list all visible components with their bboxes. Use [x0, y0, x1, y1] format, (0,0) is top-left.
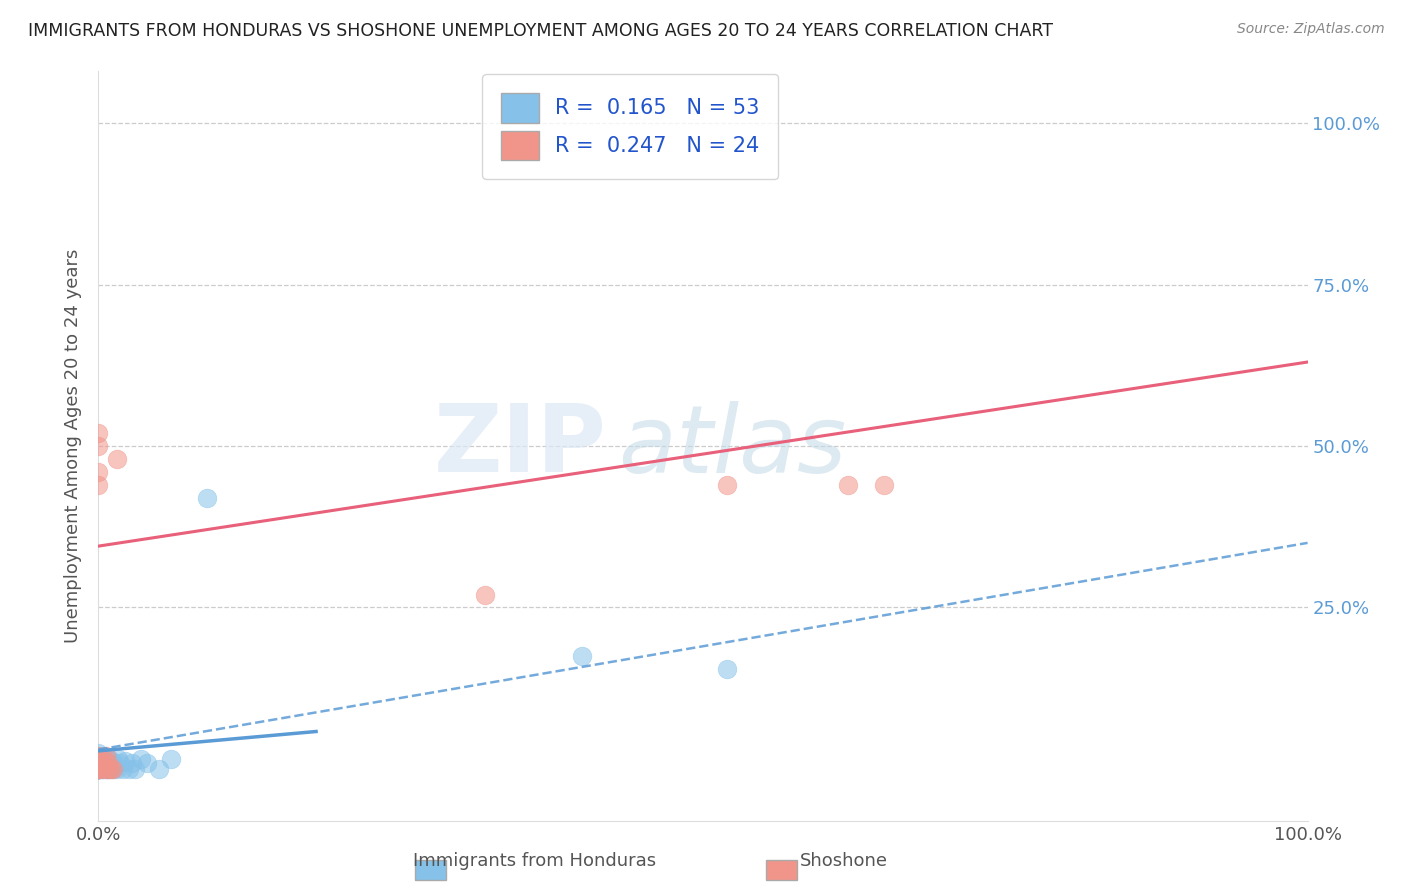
Point	[124, 762, 146, 776]
Point	[135, 756, 157, 770]
Point	[111, 762, 134, 776]
Point	[87, 752, 110, 766]
Point	[97, 756, 120, 770]
Point	[96, 762, 118, 776]
Point	[91, 762, 114, 776]
Point	[91, 762, 114, 776]
Point	[103, 756, 125, 770]
Point	[98, 762, 121, 776]
Point	[87, 762, 110, 776]
Point	[101, 762, 124, 776]
Point	[87, 762, 110, 776]
Legend: R =  0.165   N = 53, R =  0.247   N = 24: R = 0.165 N = 53, R = 0.247 N = 24	[482, 74, 779, 179]
Point	[87, 762, 110, 776]
Text: Source: ZipAtlas.com: Source: ZipAtlas.com	[1237, 22, 1385, 37]
Point	[87, 762, 110, 776]
Point	[148, 762, 170, 776]
Point	[87, 762, 110, 776]
Point	[87, 762, 110, 776]
Point	[87, 746, 110, 760]
Point	[571, 648, 593, 663]
Point	[108, 756, 131, 770]
Point	[716, 662, 738, 676]
Point	[195, 491, 218, 505]
Point	[87, 752, 110, 766]
Point	[87, 439, 110, 453]
Point	[94, 749, 117, 764]
Point	[87, 762, 110, 776]
Point	[97, 756, 120, 770]
Point	[87, 762, 110, 776]
Point	[98, 752, 121, 766]
Point	[87, 749, 110, 764]
Point	[97, 762, 120, 776]
Point	[87, 762, 110, 776]
Point	[93, 752, 115, 766]
Point	[87, 749, 110, 764]
Point	[105, 451, 128, 466]
Point	[87, 754, 110, 768]
Point	[87, 762, 110, 776]
Point	[93, 752, 115, 766]
Point	[474, 588, 496, 602]
Point	[87, 762, 110, 776]
Point	[91, 749, 114, 764]
Point	[90, 762, 112, 776]
Point	[91, 752, 114, 766]
Point	[100, 754, 122, 768]
Point	[87, 477, 110, 491]
Y-axis label: Unemployment Among Ages 20 to 24 years: Unemployment Among Ages 20 to 24 years	[65, 249, 83, 643]
Point	[87, 762, 110, 776]
Point	[160, 752, 183, 766]
Text: atlas: atlas	[619, 401, 846, 491]
Point	[129, 752, 152, 766]
Point	[87, 762, 110, 776]
Point	[87, 756, 110, 770]
Point	[93, 756, 115, 770]
Point	[91, 756, 114, 770]
Point	[87, 762, 110, 776]
Point	[100, 762, 122, 776]
Point	[87, 756, 110, 770]
Point	[87, 465, 110, 479]
Point	[121, 756, 143, 770]
Point	[837, 477, 859, 491]
Point	[96, 762, 118, 776]
Point	[87, 426, 110, 441]
Text: IMMIGRANTS FROM HONDURAS VS SHOSHONE UNEMPLOYMENT AMONG AGES 20 TO 24 YEARS CORR: IMMIGRANTS FROM HONDURAS VS SHOSHONE UNE…	[28, 22, 1053, 40]
Point	[94, 754, 117, 768]
Point	[100, 762, 122, 776]
Point	[101, 762, 124, 776]
Text: Immigrants from Honduras: Immigrants from Honduras	[413, 852, 655, 870]
Point	[716, 477, 738, 491]
Point	[105, 762, 128, 776]
Point	[87, 762, 110, 776]
Text: ZIP: ZIP	[433, 400, 606, 492]
Point	[118, 762, 141, 776]
Point	[873, 477, 896, 491]
Point	[93, 762, 115, 776]
Point	[87, 762, 110, 776]
Point	[107, 752, 129, 766]
Point	[94, 762, 117, 776]
Point	[91, 756, 114, 770]
Point	[87, 762, 110, 776]
Point	[114, 754, 136, 768]
Text: Shoshone: Shoshone	[800, 852, 887, 870]
Point	[87, 762, 110, 776]
